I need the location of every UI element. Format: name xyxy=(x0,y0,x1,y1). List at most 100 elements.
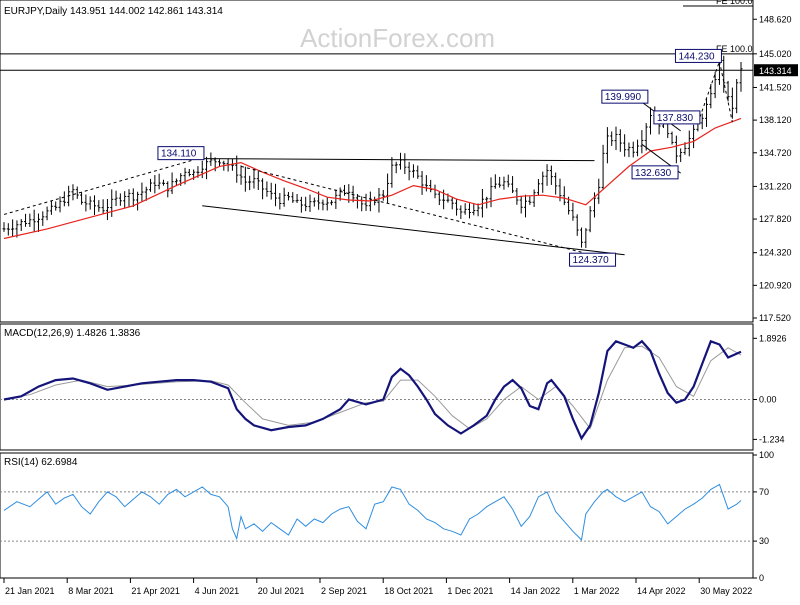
rsi-y-tick-label: 100 xyxy=(759,450,774,460)
ohlc-bar xyxy=(269,182,273,200)
macd-layer xyxy=(0,339,753,441)
x-tick-label: 8 Mar 2021 xyxy=(68,586,114,596)
ohlc-bar xyxy=(144,186,148,201)
ohlc-bar xyxy=(62,191,66,207)
rsi-line xyxy=(3,483,742,541)
ohlc-bar xyxy=(536,179,540,196)
ohlc-bar xyxy=(455,199,459,216)
axis-layer: 148.620 145.020 141.520 138.120 134.720 131.2… xyxy=(3,14,798,596)
channel-lower-trendline xyxy=(202,205,625,256)
last-price-label: 143.314 xyxy=(759,66,792,76)
ohlc-bar xyxy=(342,184,346,196)
ohlc-bar xyxy=(261,178,265,200)
ohlc-bar xyxy=(614,126,618,151)
ohlc-bar xyxy=(424,175,428,192)
price-label: 132.630 xyxy=(635,168,672,179)
ohlc-bar xyxy=(321,199,325,211)
ohlc-bar xyxy=(554,172,558,195)
ohlc-bar xyxy=(437,191,441,206)
ohlc-bar xyxy=(75,186,79,199)
macd-y-tick-label: -1.234 xyxy=(759,434,785,444)
ohlc-bar xyxy=(679,148,683,163)
ohlc-bar xyxy=(511,176,515,193)
ohlc-bar xyxy=(291,192,295,203)
ohlc-bar xyxy=(532,189,536,208)
ohlc-bar xyxy=(429,179,433,193)
ohlc-bar xyxy=(610,131,614,146)
price-label-box xyxy=(674,48,722,63)
ohlc-bar xyxy=(295,193,299,204)
ohlc-bar xyxy=(739,62,743,92)
ohlc-bar xyxy=(325,197,329,211)
ohlc-bar xyxy=(390,157,394,188)
ohlc-bar xyxy=(705,97,709,127)
price-label: 124.370 xyxy=(573,255,610,266)
price-label: 139.990 xyxy=(605,92,642,103)
ohlc-bar xyxy=(713,71,717,99)
ohlc-bar xyxy=(467,203,471,219)
ohlc-bar xyxy=(71,184,75,201)
macd-y-tick-label: 0.00 xyxy=(759,395,777,405)
ohlc-bar xyxy=(502,176,506,190)
ohlc-bar xyxy=(88,196,92,210)
price-y-tick-label: 124.320 xyxy=(759,248,792,258)
ohlc-bar xyxy=(101,199,105,214)
price-header: EURJPY,Daily 143.951 144.002 142.861 143… xyxy=(4,6,223,17)
ohlc-bar xyxy=(631,141,635,158)
ohlc-bar xyxy=(394,161,398,174)
ohlc-bar xyxy=(498,176,502,188)
ohlc-bar xyxy=(584,228,588,249)
ohlc-bar xyxy=(304,196,308,212)
ohlc-bar xyxy=(528,196,532,205)
rsi-y-tick-label: 30 xyxy=(759,536,769,546)
ohlc-bar xyxy=(157,173,161,190)
ohlc-bar xyxy=(493,174,497,189)
macd-y-tick-label: 1.8926 xyxy=(759,333,787,343)
ohlc-bar xyxy=(636,139,640,157)
ohlc-bar xyxy=(36,213,40,232)
price-label-box xyxy=(157,146,205,161)
ohlc-bar xyxy=(381,189,385,201)
ohlc-bar xyxy=(54,201,58,211)
ohlc-bar xyxy=(24,213,28,227)
price-y-tick-label: 131.220 xyxy=(759,181,792,191)
ohlc-bar xyxy=(411,164,415,178)
ohlc-bar xyxy=(299,196,303,213)
price-y-tick-label: 117.520 xyxy=(759,313,791,323)
ohlc-bar xyxy=(123,191,127,209)
x-tick-label: 4 Jun 2021 xyxy=(195,586,240,596)
ohlc-bar xyxy=(463,203,467,215)
ohlc-bar xyxy=(670,131,674,145)
rsi-layer xyxy=(0,483,753,542)
ohlc-bar xyxy=(601,144,605,191)
ohlc-bar xyxy=(476,203,480,217)
ohlc-bar xyxy=(256,171,260,190)
ohlc-bar xyxy=(153,175,157,194)
price-y-tick-label: 145.020 xyxy=(759,49,792,59)
price-label-box xyxy=(601,89,649,104)
price-label-box xyxy=(653,110,701,125)
ohlc-bar xyxy=(248,175,252,191)
ohlc-bar xyxy=(377,187,381,213)
ohlc-bar xyxy=(41,211,45,226)
channel-upper-trendline xyxy=(197,158,595,162)
ohlc-bar xyxy=(19,218,23,231)
ohlc-bar xyxy=(726,80,730,102)
ohlc-bar xyxy=(541,171,545,193)
ohlc-bar xyxy=(136,191,140,211)
price-label: 137.830 xyxy=(657,113,694,124)
ohlc-bar xyxy=(545,164,549,186)
ohlc-bar xyxy=(687,130,691,157)
ohlc-bar xyxy=(11,219,15,237)
price-y-tick-label: 141.520 xyxy=(759,82,792,92)
ohlc-bar xyxy=(506,174,510,188)
ohlc-bar xyxy=(459,205,463,219)
ohlc-bar xyxy=(722,55,726,93)
rsi-panel-frame xyxy=(0,452,754,579)
x-tick-label: 2 Sep 2021 xyxy=(321,586,367,596)
price-label: 144.230 xyxy=(678,51,715,62)
ohlc-bar xyxy=(161,179,165,186)
macd-title: MACD(12,26,9) 1.4826 1.3836 xyxy=(4,328,141,339)
